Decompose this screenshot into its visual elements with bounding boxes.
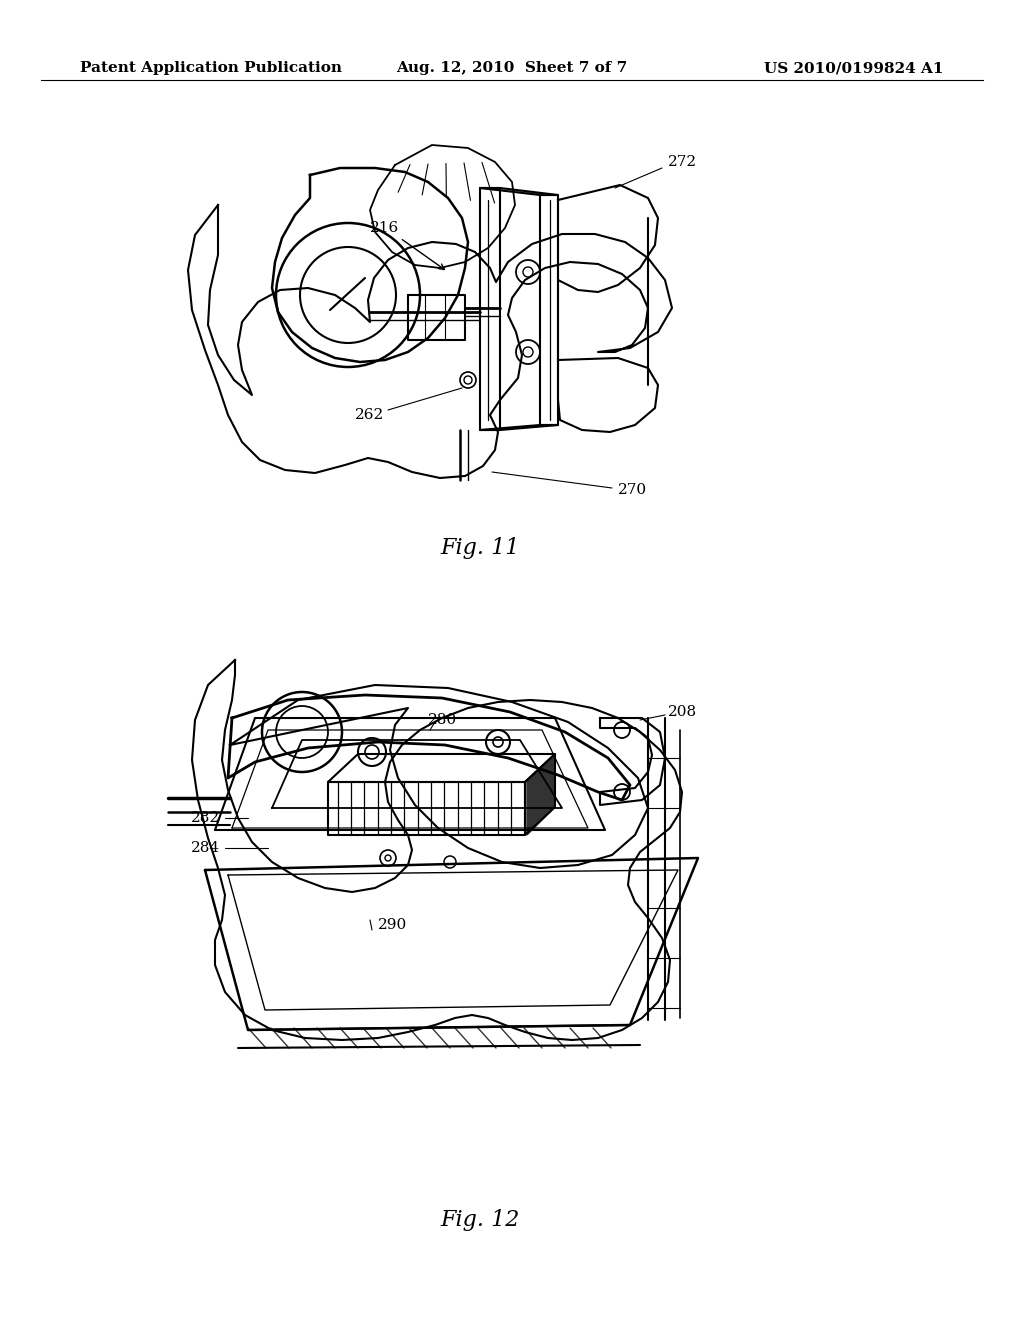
- Text: US 2010/0199824 A1: US 2010/0199824 A1: [765, 61, 944, 75]
- Text: Fig. 12: Fig. 12: [440, 1209, 520, 1232]
- Text: Patent Application Publication: Patent Application Publication: [80, 61, 342, 75]
- Text: 284: 284: [190, 841, 220, 855]
- Text: Aug. 12, 2010  Sheet 7 of 7: Aug. 12, 2010 Sheet 7 of 7: [396, 61, 628, 75]
- Text: 282: 282: [190, 810, 220, 825]
- Text: 262: 262: [355, 408, 384, 422]
- Text: 290: 290: [378, 917, 408, 932]
- Text: 280: 280: [428, 713, 457, 727]
- Text: 216: 216: [371, 220, 399, 235]
- Polygon shape: [527, 754, 555, 836]
- Text: Fig. 11: Fig. 11: [440, 537, 520, 558]
- Text: 208: 208: [668, 705, 697, 719]
- Text: 270: 270: [618, 483, 647, 498]
- Text: 272: 272: [668, 154, 697, 169]
